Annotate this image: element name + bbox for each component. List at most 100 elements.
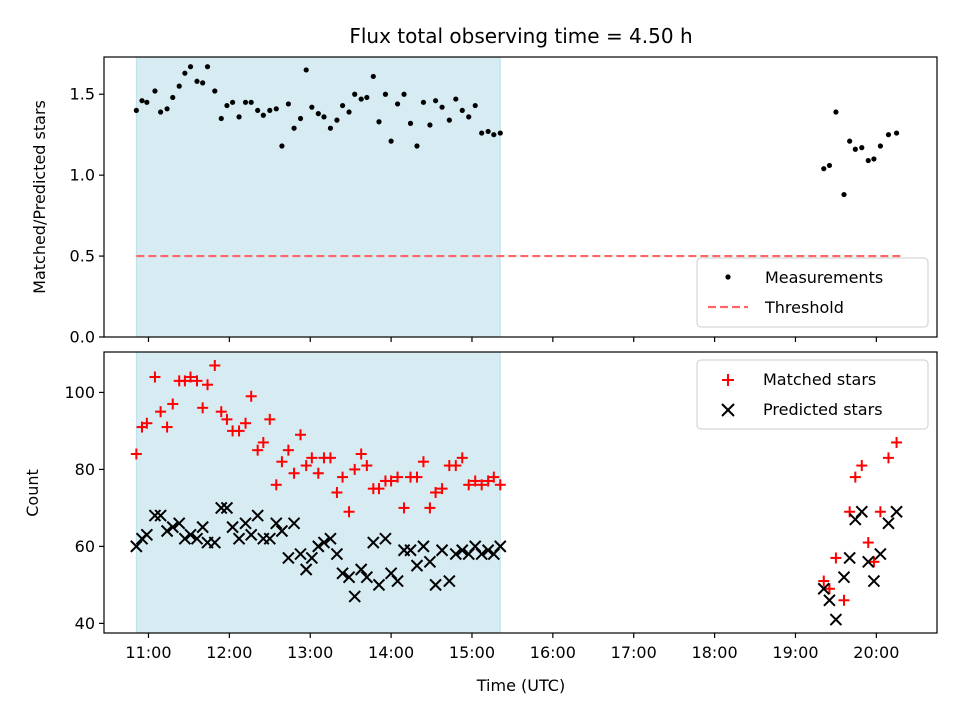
matched-star-point xyxy=(424,502,436,514)
measurement-point xyxy=(459,107,465,114)
measurement-point xyxy=(382,91,389,97)
predicted-star-point xyxy=(154,509,167,522)
bottom-legend-box xyxy=(696,359,929,430)
measurement-point xyxy=(273,106,279,112)
predicted-star-point xyxy=(232,532,246,545)
measurement-point xyxy=(871,156,877,162)
measurement-point xyxy=(285,101,291,107)
matched-star-point xyxy=(179,375,191,387)
matched-star-point xyxy=(202,379,214,391)
matched-star-point xyxy=(856,460,868,472)
predicted-star-point xyxy=(829,613,843,626)
predicted-star-point xyxy=(449,547,463,561)
measurement-point xyxy=(439,104,445,110)
top-y-axis-label: Matched/Predicted stars xyxy=(30,100,49,294)
measurement-point xyxy=(427,122,433,128)
x-tick-label: 13:00 xyxy=(287,643,333,662)
matched-star-point xyxy=(482,475,494,487)
predicted-star-point xyxy=(342,570,356,584)
legend-threshold-label: Threshold xyxy=(764,298,844,317)
predicted-star-point xyxy=(160,524,174,538)
predicted-star-point xyxy=(348,590,361,603)
measurement-point xyxy=(321,114,327,120)
y-tick-label: 40 xyxy=(75,614,95,633)
predicted-star-point xyxy=(817,582,830,595)
matched-star-point xyxy=(476,479,488,491)
matched-star-point xyxy=(282,444,294,456)
measurement-point xyxy=(414,143,420,149)
top-y-ticks: 0.0 0.5 1.0 1.5 xyxy=(70,85,104,347)
matched-star-point xyxy=(300,460,312,472)
measurement-point xyxy=(432,98,439,104)
measurement-point xyxy=(218,115,224,122)
count-series xyxy=(130,359,903,626)
bottom-axes-frame xyxy=(103,351,938,634)
y-tick-label: 1.0 xyxy=(70,166,95,185)
matched-star-point xyxy=(185,371,197,383)
measurement-point xyxy=(170,94,176,101)
predicted-star-point xyxy=(208,536,222,549)
matched-star-point xyxy=(882,452,894,464)
measurement-point xyxy=(200,80,206,86)
measurement-point xyxy=(491,132,497,138)
predicted-star-point xyxy=(379,532,392,545)
measurement-point xyxy=(133,107,139,114)
matched-star-point xyxy=(245,390,257,402)
predicted-star-point xyxy=(360,570,374,584)
predicted-star-point xyxy=(330,547,344,561)
predicted-star-point xyxy=(196,520,209,534)
measurement-point xyxy=(139,98,145,104)
top-legend: Measurements Threshold xyxy=(696,257,929,328)
measurement-point xyxy=(229,99,236,105)
measurement-point xyxy=(303,67,309,73)
bottom-y-axis-label: Count xyxy=(23,469,42,517)
top-axes-frame xyxy=(103,56,938,338)
measurement-point xyxy=(472,102,478,109)
matched-star-point xyxy=(450,460,462,472)
measurement-point xyxy=(358,96,364,102)
matched-star-point xyxy=(436,483,448,495)
measurement-point xyxy=(309,104,315,110)
predicted-star-point xyxy=(244,528,258,542)
matched-star-point xyxy=(838,594,850,606)
measurement-point xyxy=(315,111,321,117)
matched-star-point xyxy=(891,436,903,448)
predicted-star-point xyxy=(481,544,495,557)
measurement-point xyxy=(841,191,847,198)
measurement-point xyxy=(453,96,459,102)
matched-star-point xyxy=(430,487,442,498)
matched-star-point xyxy=(456,452,468,464)
x-tick-label: 16:00 xyxy=(530,643,576,662)
matched-star-point xyxy=(494,479,506,491)
measurement-point xyxy=(893,130,900,136)
matched-star-point xyxy=(862,537,874,549)
measurement-point xyxy=(204,64,211,70)
matched-star-point xyxy=(306,452,318,464)
measurement-point xyxy=(291,125,297,131)
matched-star-point xyxy=(874,506,886,518)
top-panel: 0.0 0.5 1.0 1.5 Matched/Predicted stars Mea… xyxy=(30,56,938,347)
matched-star-point xyxy=(257,436,269,448)
predicted-star-point xyxy=(823,594,836,607)
matched-star-point xyxy=(331,487,343,498)
predicted-star-point xyxy=(294,547,307,561)
measurement-point xyxy=(847,138,853,144)
predicted-star-point xyxy=(130,540,143,553)
predicted-star-point xyxy=(494,540,507,553)
matched-star-point xyxy=(221,413,233,425)
measurement-point xyxy=(144,99,150,105)
measurement-point xyxy=(176,83,182,89)
matched-star-point xyxy=(141,417,153,429)
matched-star-point xyxy=(295,429,307,441)
matched-star-point xyxy=(361,460,373,472)
measurement-point xyxy=(182,70,188,76)
legend-predicted-label: Predicted stars xyxy=(763,400,883,419)
predicted-star-point xyxy=(404,544,417,557)
matched-star-point xyxy=(392,471,404,483)
y-tick-label: 0.0 xyxy=(70,328,95,347)
measurement-point xyxy=(242,99,249,105)
measurement-point xyxy=(407,120,414,126)
predicted-star-point xyxy=(215,501,228,515)
predicted-star-point xyxy=(287,517,301,530)
measurement-point xyxy=(877,143,883,149)
